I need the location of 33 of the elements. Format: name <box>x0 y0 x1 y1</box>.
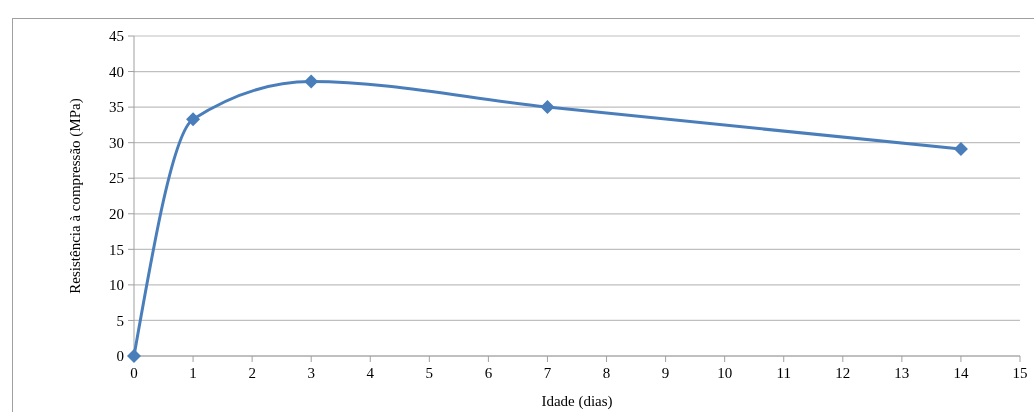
point <box>304 74 319 89</box>
x-tick-label: 9 <box>661 365 670 381</box>
y-tick-label: 40 <box>109 63 124 80</box>
point <box>540 100 555 115</box>
x-tick-label: 4 <box>366 365 375 381</box>
x-tick-label: 12 <box>835 365 851 381</box>
x-tick-label: 3 <box>307 365 315 381</box>
y-tick-label: 15 <box>109 241 124 258</box>
y-tick-label: 45 <box>109 28 124 45</box>
x-axis-title: Idade (dias) <box>541 393 613 410</box>
x-tick-label: 10 <box>717 365 733 381</box>
x-tick-label: 2 <box>248 365 256 381</box>
point <box>186 112 201 127</box>
point <box>127 349 141 363</box>
x-tick-label: 15 <box>1012 365 1028 381</box>
y-tick-label: 10 <box>109 277 124 294</box>
x-tick-label: 11 <box>776 365 791 381</box>
x-tick-label: 6 <box>484 365 493 381</box>
x-tick-label: 8 <box>602 365 611 381</box>
y-tick-label: 30 <box>109 134 124 151</box>
y-tick-label: 25 <box>109 170 124 187</box>
x-tick-label: 5 <box>425 365 434 381</box>
x-tick-label: 0 <box>130 365 138 381</box>
y-tick-label: 35 <box>109 99 124 116</box>
x-tick-label: 1 <box>189 365 197 381</box>
y-tick-label: 20 <box>109 206 124 223</box>
point <box>953 142 968 157</box>
y-axis-title: Resistência à compressão (MPa) <box>67 98 84 294</box>
x-tick-label: 13 <box>894 365 910 381</box>
x-tick-label: 7 <box>543 365 552 381</box>
x-tick-label: 14 <box>953 365 969 381</box>
y-tick-label: 0 <box>116 348 124 365</box>
y-tick-label: 5 <box>116 312 124 329</box>
